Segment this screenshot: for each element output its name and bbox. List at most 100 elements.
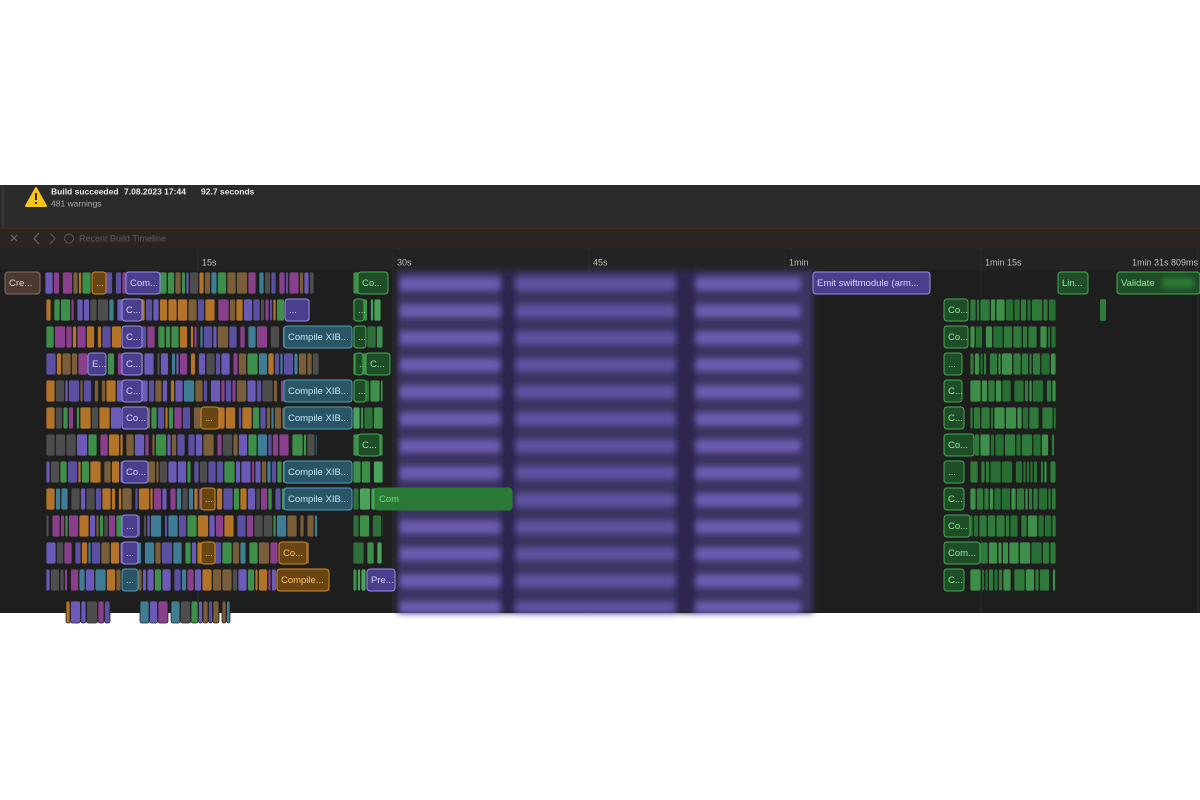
task-block[interactable] xyxy=(357,433,381,457)
task-stripe xyxy=(111,460,120,484)
task-block[interactable] xyxy=(1116,271,1200,295)
task-block[interactable] xyxy=(4,271,41,295)
task-block[interactable] xyxy=(121,379,143,403)
task-stripe xyxy=(1013,379,1025,403)
task-block[interactable] xyxy=(943,541,981,565)
task-block[interactable] xyxy=(943,325,969,349)
blurred-region xyxy=(400,521,500,533)
task-stripe xyxy=(174,271,182,295)
task-block[interactable] xyxy=(200,541,216,565)
task-block[interactable] xyxy=(943,352,963,376)
task-block[interactable] xyxy=(125,271,161,295)
task-block[interactable] xyxy=(121,352,143,376)
task-block[interactable] xyxy=(943,487,965,511)
task-stripe xyxy=(45,406,56,430)
task-block[interactable] xyxy=(374,487,513,511)
task-block[interactable] xyxy=(121,298,143,322)
task-block[interactable] xyxy=(353,379,367,403)
task-stripe xyxy=(272,298,277,322)
task-block[interactable] xyxy=(365,352,391,376)
task-block[interactable] xyxy=(200,487,216,511)
task-block[interactable] xyxy=(276,568,330,592)
task-stripe xyxy=(89,514,96,538)
task-block[interactable] xyxy=(366,568,396,592)
task-block[interactable] xyxy=(357,271,389,295)
task-stripe xyxy=(997,352,1002,376)
task-stripe xyxy=(168,406,174,430)
task-block[interactable] xyxy=(121,568,139,592)
task-block[interactable] xyxy=(283,487,353,511)
task-label: Co... xyxy=(362,278,382,289)
task-stripe xyxy=(1047,487,1052,511)
task-block[interactable] xyxy=(121,541,139,565)
task-stripe xyxy=(208,600,213,624)
task-stripe xyxy=(1051,433,1055,457)
task-stripe xyxy=(233,487,240,511)
task-stripe xyxy=(1043,460,1048,484)
task-stripe xyxy=(314,514,318,538)
task-stripe xyxy=(251,460,255,484)
task-block[interactable] xyxy=(121,406,149,430)
task-stripe xyxy=(1041,406,1054,430)
task-label: ... xyxy=(289,305,297,316)
task-stripe xyxy=(276,514,287,538)
task-block[interactable] xyxy=(943,406,965,430)
task-stripe xyxy=(190,325,194,349)
task-stripe xyxy=(231,379,237,403)
task-block[interactable] xyxy=(943,568,965,592)
task-block[interactable] xyxy=(121,514,139,538)
task-block[interactable] xyxy=(1057,271,1089,295)
task-stripe xyxy=(220,352,231,376)
task-stripe xyxy=(62,271,73,295)
forward-button[interactable] xyxy=(49,232,56,245)
timeline-icon xyxy=(64,233,74,244)
task-stripe xyxy=(105,379,117,403)
task-stripe xyxy=(78,514,90,538)
task-stripe xyxy=(267,433,273,457)
toolbar-title[interactable]: Recent Build Timeline xyxy=(79,233,166,243)
task-block[interactable] xyxy=(121,325,143,349)
task-stripe xyxy=(1033,460,1038,484)
task-block[interactable] xyxy=(87,352,107,376)
ruler-label: 1min 31s 809ms xyxy=(1132,257,1199,267)
task-block[interactable] xyxy=(943,379,963,403)
task-stripe xyxy=(151,433,156,457)
task-stripe xyxy=(973,406,981,430)
task-block[interactable] xyxy=(943,433,975,457)
task-block[interactable] xyxy=(283,325,353,349)
task-block[interactable] xyxy=(121,460,149,484)
task-block[interactable] xyxy=(283,460,353,484)
task-stripe xyxy=(1001,379,1012,403)
task-stripe xyxy=(276,460,283,484)
task-stripe xyxy=(166,433,172,457)
task-block[interactable] xyxy=(284,298,310,322)
task-block[interactable] xyxy=(353,325,367,349)
task-block[interactable] xyxy=(283,379,353,403)
task-block[interactable] xyxy=(91,271,107,295)
task-stripe xyxy=(1031,298,1043,322)
task-label: ... xyxy=(358,386,366,397)
task-stripe xyxy=(185,271,190,295)
blurred-region xyxy=(400,359,500,371)
task-stripe xyxy=(1048,298,1057,322)
task-stripe xyxy=(237,568,248,592)
task-block[interactable] xyxy=(354,352,364,376)
task-block[interactable] xyxy=(278,541,308,565)
task-block[interactable] xyxy=(943,514,971,538)
task-stripe xyxy=(79,379,84,403)
back-button[interactable] xyxy=(33,232,40,245)
task-block[interactable] xyxy=(943,460,965,484)
task-block[interactable] xyxy=(283,406,353,430)
task-stripe xyxy=(247,325,257,349)
task-block[interactable] xyxy=(353,298,365,322)
task-block[interactable] xyxy=(200,406,220,430)
task-block[interactable] xyxy=(943,298,969,322)
close-button[interactable] xyxy=(10,234,18,242)
task-stripe xyxy=(366,541,375,565)
task-stripe xyxy=(216,433,223,457)
task-block[interactable] xyxy=(812,271,931,295)
task-stripe xyxy=(138,487,150,511)
task-stripe xyxy=(147,460,156,484)
task-stripe xyxy=(186,514,198,538)
task-stripe xyxy=(247,433,258,457)
